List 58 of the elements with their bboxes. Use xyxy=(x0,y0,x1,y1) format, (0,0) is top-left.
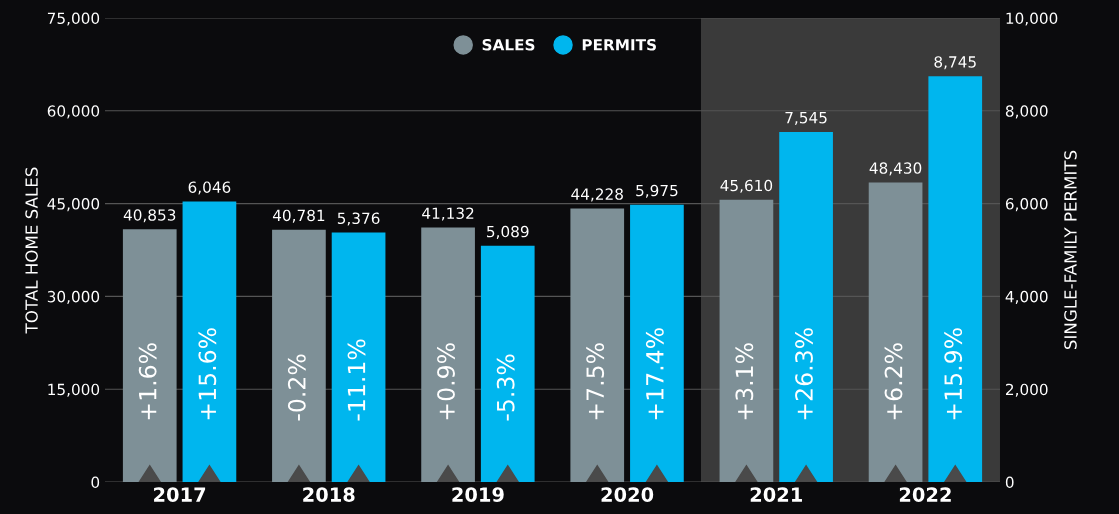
data-label: 41,132 xyxy=(422,207,474,221)
bar xyxy=(421,227,475,482)
annotation: -0.2% xyxy=(287,354,306,421)
annotation: +3.1% xyxy=(735,343,754,420)
bar xyxy=(719,199,774,482)
bar xyxy=(570,208,625,482)
y2-tick-label: 10,000 xyxy=(1006,12,1058,26)
bar xyxy=(779,131,833,482)
bar xyxy=(480,245,535,482)
y2-tick-label: 2,000 xyxy=(1005,383,1048,397)
annotation: +1.6% xyxy=(138,343,157,420)
bar xyxy=(272,229,326,482)
annotation: +7.5% xyxy=(586,343,605,420)
y-tick-label: 75,000 xyxy=(47,12,100,26)
annotation: +0.9% xyxy=(437,343,455,420)
y2-axis-title: SINGLE-FAMILY PERMITS xyxy=(1064,150,1077,350)
data-label: 5,376 xyxy=(337,212,380,226)
data-label: 45,610 xyxy=(720,179,773,193)
data-label: 7,545 xyxy=(785,112,827,125)
x-tick-label: 2017 xyxy=(154,487,206,502)
y-tick-label: 45,000 xyxy=(47,198,100,212)
y2-tick-label: 8,000 xyxy=(1005,105,1048,119)
data-label: 44,228 xyxy=(571,188,623,202)
legend-label: SALES xyxy=(482,38,535,51)
annotation: -5.3% xyxy=(496,354,515,421)
y-tick-label: 60,000 xyxy=(47,105,100,119)
y-tick-label: 30,000 xyxy=(47,290,100,304)
bar xyxy=(928,76,983,482)
y2-tick-label: 4,000 xyxy=(1005,290,1048,304)
bar xyxy=(331,232,386,482)
bar xyxy=(630,204,684,482)
x-tick-label: 2020 xyxy=(601,487,654,502)
y-tick-label: 15,000 xyxy=(48,383,100,397)
x-tick-label: 2021 xyxy=(750,487,802,502)
y2-tick-label: 0 xyxy=(1005,476,1014,489)
data-label: 6,046 xyxy=(188,181,231,195)
x-tick-label: 2019 xyxy=(452,487,504,502)
annotation: +17.4% xyxy=(645,328,664,420)
data-label: 40,781 xyxy=(272,209,325,223)
x-tick-label: 2018 xyxy=(303,487,355,502)
y-tick-label: 0 xyxy=(91,476,100,489)
annotation: +26.3% xyxy=(795,328,813,420)
annotation: +15.9% xyxy=(944,328,963,420)
data-label: 5,089 xyxy=(487,225,529,239)
data-label: 48,430 xyxy=(869,162,922,176)
data-label: 8,745 xyxy=(934,56,976,70)
legend-label: PERMITS xyxy=(582,38,656,51)
annotation: -11.1% xyxy=(347,339,366,421)
bar xyxy=(122,229,177,482)
y2-tick-label: 6,000 xyxy=(1005,198,1048,212)
x-tick-label: 2022 xyxy=(899,487,951,502)
annotation: +15.6% xyxy=(198,328,217,420)
data-label: 40,853 xyxy=(123,209,176,223)
y-axis-title: TOTAL HOME SALES xyxy=(25,167,38,334)
annotation: +6.2% xyxy=(884,343,903,420)
bar xyxy=(182,201,237,482)
bar xyxy=(868,182,923,482)
data-label: 5,975 xyxy=(636,184,678,198)
